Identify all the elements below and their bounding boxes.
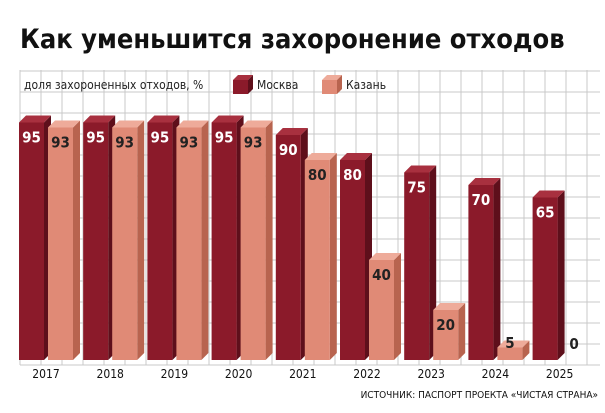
y-axis-label: доля захороненных отходов, % — [24, 78, 203, 92]
value-label-kazan-2017: 93 — [51, 134, 70, 152]
value-label-moscow-2024: 70 — [472, 191, 491, 209]
bar-moscow-2018 — [83, 115, 116, 360]
bar-moscow-2019 — [147, 115, 180, 360]
bar-kazan-2018 — [112, 120, 145, 360]
value-label-moscow-2022: 80 — [343, 166, 362, 184]
x-tick-2023: 2023 — [417, 367, 444, 381]
bar-kazan-2023 — [433, 303, 466, 360]
bar-kazan-2017 — [48, 120, 80, 360]
source-note: ИСТОЧНИК: ПАСПОРТ ПРОЕКТА «ЧИСТАЯ СТРАНА… — [361, 390, 598, 401]
bar-group-2023: 75 20 — [404, 165, 466, 360]
value-label-moscow-2020: 95 — [215, 129, 234, 147]
bar-moscow-2024 — [468, 178, 501, 360]
x-axis-ticks: 2017 2018 2019 2020 2021 2022 2023 2024 2025 — [32, 367, 573, 381]
bar-group-2025: 65 0 — [532, 190, 579, 360]
legend-swatch-kazan — [322, 75, 342, 94]
bar-group-2018: 95 93 — [83, 115, 145, 360]
value-label-moscow-2017: 95 — [22, 129, 41, 147]
legend-item-kazan — [322, 75, 342, 94]
bars: 95 93 95 93 95 93 95 93 90 80 80 40 75 20 70 5 65 0 — [19, 115, 579, 360]
value-label-moscow-2023: 75 — [407, 179, 426, 197]
bar-moscow-2025 — [532, 190, 565, 360]
bar-kazan-2019 — [176, 120, 209, 360]
bar-kazan-2022 — [369, 253, 401, 360]
x-tick-2017: 2017 — [32, 367, 59, 381]
x-tick-2018: 2018 — [96, 367, 124, 381]
x-tick-2020: 2020 — [225, 367, 253, 381]
bar-group-2021: 90 80 — [275, 128, 337, 360]
bar-moscow-2017 — [19, 115, 51, 360]
value-label-kazan-2025: 0 — [569, 335, 578, 353]
value-label-moscow-2019: 95 — [151, 129, 170, 147]
x-tick-2021: 2021 — [289, 367, 316, 381]
bar-kazan-2020 — [240, 120, 273, 360]
value-label-kazan-2020: 93 — [244, 134, 263, 152]
value-label-kazan-2019: 93 — [180, 134, 199, 152]
x-tick-2025: 2025 — [546, 367, 573, 381]
title-background — [0, 0, 605, 70]
bar-group-2022: 80 40 — [340, 153, 401, 360]
value-label-kazan-2024: 5 — [505, 334, 514, 352]
bar-kazan-2024 — [497, 340, 530, 360]
bar-group-2020: 95 93 — [211, 115, 273, 360]
value-label-kazan-2021: 80 — [308, 166, 327, 184]
chart-title: Как уменьшится захоронение отходов — [20, 24, 565, 55]
value-label-kazan-2023: 20 — [436, 316, 455, 334]
x-tick-2019: 2019 — [161, 367, 189, 381]
value-label-moscow-2018: 95 — [86, 129, 105, 147]
x-tick-2024: 2024 — [482, 367, 510, 381]
value-label-kazan-2022: 40 — [372, 266, 391, 284]
legend-item-moscow — [233, 75, 253, 94]
x-tick-2022: 2022 — [353, 367, 380, 381]
value-label-moscow-2021: 90 — [279, 141, 298, 159]
value-label-moscow-2025: 65 — [536, 204, 555, 222]
bar-moscow-2021 — [275, 128, 308, 360]
bar-group-2024: 70 5 — [468, 178, 530, 360]
value-label-kazan-2018: 93 — [115, 134, 134, 152]
legend-swatch-moscow — [233, 75, 253, 94]
legend: доля захороненных отходов, % Москва Каза… — [24, 75, 386, 94]
bar-kazan-2021 — [304, 153, 337, 360]
bar-moscow-2022 — [340, 153, 372, 360]
legend-label-moscow: Москва — [257, 78, 298, 92]
bar-group-2019: 95 93 — [147, 115, 209, 360]
bar-group-2017: 95 93 — [19, 115, 80, 360]
bar-moscow-2020 — [211, 115, 244, 360]
legend-label-kazan: Казань — [346, 78, 386, 92]
